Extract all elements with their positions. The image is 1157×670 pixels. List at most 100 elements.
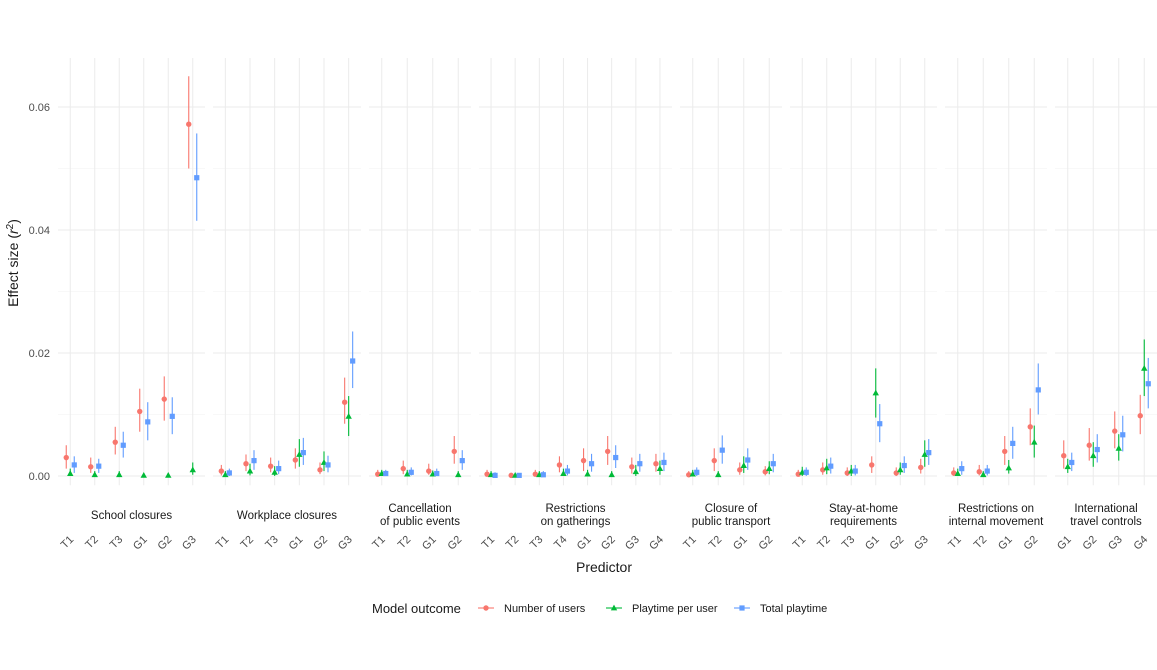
data-point bbox=[564, 468, 571, 474]
x-tick-label: T1 bbox=[480, 534, 498, 552]
y-axis: 0.00 0.02 0.04 0.06 bbox=[29, 102, 50, 483]
x-tick-label: T3 bbox=[108, 534, 126, 552]
data-point bbox=[246, 467, 254, 474]
data-point bbox=[455, 471, 462, 478]
data-point bbox=[67, 470, 74, 476]
data-point bbox=[267, 463, 274, 469]
y-tick-label: 0.02 bbox=[29, 348, 50, 360]
x-axis-title: Predictor bbox=[576, 559, 632, 575]
data-point bbox=[694, 469, 700, 475]
x-tick-label: T4 bbox=[552, 534, 570, 552]
x-tick-label: G2 bbox=[888, 534, 907, 553]
data-point bbox=[629, 464, 635, 470]
legend-label: Total playtime bbox=[760, 603, 827, 615]
facet-panel: Workplace closures T1 T2 T3 G1 G2 G3 bbox=[213, 58, 361, 553]
facet-label: travel controls bbox=[1070, 516, 1142, 528]
x-tick-label: G3 bbox=[180, 534, 199, 553]
x-tick-label: T1 bbox=[946, 534, 964, 552]
data-point bbox=[1069, 459, 1075, 466]
data-point bbox=[165, 471, 172, 478]
y-tick-label: 0.06 bbox=[29, 102, 50, 114]
data-point bbox=[795, 471, 801, 477]
data-point bbox=[803, 469, 809, 475]
data-point bbox=[218, 468, 225, 474]
x-tick-label: G1 bbox=[131, 534, 150, 553]
x-tick-label: T1 bbox=[59, 534, 77, 552]
data-point bbox=[96, 463, 102, 469]
x-tick-label: G3 bbox=[1106, 534, 1125, 553]
data-point bbox=[740, 462, 747, 468]
x-tick-label: G1 bbox=[287, 534, 306, 553]
data-point bbox=[588, 461, 595, 467]
data-point bbox=[954, 470, 961, 476]
x-tick-label: T2 bbox=[396, 534, 414, 552]
data-point bbox=[877, 421, 883, 427]
data-point bbox=[169, 413, 175, 419]
x-tick-label: G2 bbox=[757, 534, 776, 553]
facet-label: Restrictions bbox=[545, 503, 605, 515]
data-point bbox=[689, 470, 696, 477]
data-point bbox=[737, 467, 743, 473]
facet-label: requirements bbox=[830, 516, 897, 528]
data-point bbox=[140, 471, 147, 478]
data-point bbox=[1010, 440, 1016, 447]
x-tick-label: G1 bbox=[996, 534, 1015, 553]
data-point bbox=[1094, 446, 1100, 453]
data-point bbox=[872, 389, 879, 396]
y-tick-label: 0.04 bbox=[29, 225, 50, 237]
facet-label: School closures bbox=[91, 510, 172, 522]
data-point bbox=[1112, 428, 1118, 434]
data-point bbox=[608, 471, 615, 478]
x-tick-label: G1 bbox=[575, 534, 594, 553]
data-point bbox=[292, 457, 299, 463]
data-point bbox=[897, 466, 904, 473]
data-point bbox=[959, 466, 965, 472]
data-point bbox=[137, 408, 143, 415]
x-tick-label: G4 bbox=[1132, 534, 1151, 553]
data-point bbox=[276, 466, 282, 472]
x-tick-label: T3 bbox=[528, 534, 546, 552]
data-point bbox=[112, 439, 118, 445]
x-tick-label: T2 bbox=[239, 534, 257, 552]
data-point bbox=[120, 442, 126, 448]
data-point bbox=[828, 463, 834, 469]
data-point bbox=[560, 470, 567, 476]
legend-label: Playtime per user bbox=[632, 603, 718, 615]
facet-label: International bbox=[1074, 503, 1137, 515]
data-point bbox=[145, 419, 151, 425]
legend: Model outcome Number of users Playtime per… bbox=[372, 601, 827, 616]
facet-label: Stay-at-home bbox=[829, 503, 898, 515]
x-tick-label: G2 bbox=[446, 534, 465, 553]
data-point bbox=[901, 462, 907, 469]
x-tick-label: G2 bbox=[599, 534, 618, 553]
data-point bbox=[584, 470, 591, 477]
data-point bbox=[1064, 463, 1071, 470]
data-point bbox=[869, 462, 875, 468]
data-point bbox=[91, 471, 98, 478]
data-point bbox=[88, 464, 94, 470]
data-point bbox=[271, 468, 278, 475]
data-point bbox=[1115, 444, 1122, 451]
data-point bbox=[1141, 364, 1148, 371]
data-point bbox=[661, 459, 667, 466]
data-point bbox=[1090, 452, 1097, 459]
data-point bbox=[341, 399, 348, 405]
legend-title: Model outcome bbox=[372, 601, 461, 616]
x-tick-label: G2 bbox=[1022, 534, 1041, 553]
legend-key-marker bbox=[739, 605, 745, 611]
facet-label: Closure of bbox=[705, 503, 758, 515]
data-point bbox=[613, 454, 619, 461]
data-point bbox=[408, 469, 414, 475]
x-tick-label: G4 bbox=[647, 534, 666, 553]
x-tick-label: G2 bbox=[1081, 534, 1100, 553]
x-tick-label: T1 bbox=[370, 534, 388, 552]
x-tick-label: T3 bbox=[840, 534, 858, 552]
data-point bbox=[434, 470, 440, 477]
data-point bbox=[637, 461, 643, 467]
x-tick-label: G3 bbox=[336, 534, 355, 553]
facet-label: Restrictions on bbox=[958, 503, 1034, 515]
x-tick-label: G1 bbox=[731, 534, 750, 553]
